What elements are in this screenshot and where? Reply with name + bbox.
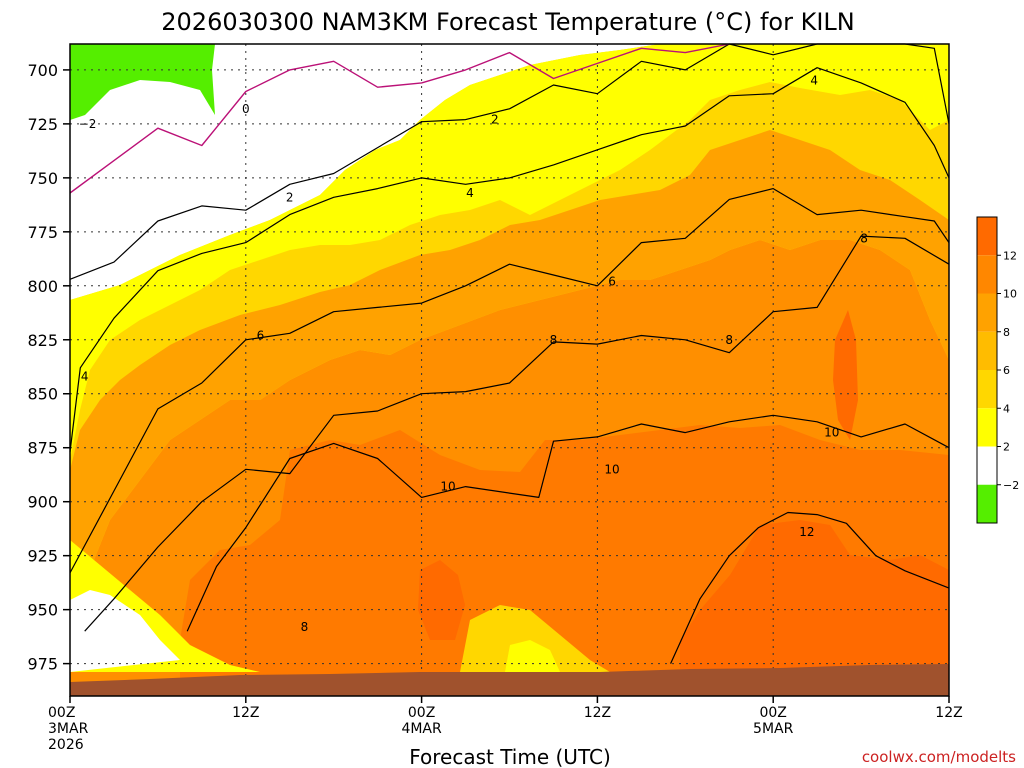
plot-frame — [69, 43, 950, 697]
contour-label: 8 — [550, 333, 558, 347]
colorbar-label: 6 — [1003, 364, 1010, 377]
contour-label: 10 — [824, 426, 839, 440]
x-tick-label: 12Z — [935, 705, 962, 721]
colorbar-swatch — [977, 293, 997, 332]
x-axis-title: Forecast Time (UTC) — [409, 745, 611, 768]
band-warm-blob-5mar — [833, 310, 858, 440]
band-lower-left-white — [70, 590, 180, 672]
colorbar-label: 10 — [1003, 288, 1017, 301]
band-green-top-left — [70, 44, 215, 120]
colorbar-swatch — [977, 370, 997, 409]
chart-title: 2026030300 NAM3KM Forecast Temperature (… — [161, 8, 854, 36]
band-low-level-cool-pocket — [460, 605, 610, 672]
band-2-to-4 — [70, 44, 949, 460]
y-tick-label: 875 — [27, 439, 58, 458]
contour-label: 4 — [810, 74, 818, 88]
colorbar-swatch — [977, 408, 997, 447]
band-above-12 — [680, 520, 949, 696]
contour-label: 10 — [604, 462, 619, 476]
colorbar-label: 4 — [1003, 402, 1010, 415]
colorbar-swatch — [977, 331, 997, 370]
band-6-to-8 — [70, 130, 949, 600]
colorbar-swatch — [977, 484, 997, 523]
contour-label: −2 — [79, 117, 97, 131]
y-tick-label: 750 — [27, 169, 58, 188]
x-tick-label: 12Z — [232, 705, 259, 721]
isotherm-10c-isotherm — [186, 414, 950, 632]
contour-label: 8 — [725, 333, 733, 347]
y-tick-label: 800 — [27, 277, 58, 296]
x-tick-label: 5MAR — [753, 721, 794, 737]
y-tick-label: 775 — [27, 223, 58, 242]
x-tick-label: 3MAR — [48, 721, 89, 737]
plot-area: −2 0 2 2 4 4 4 6 6 8 8 8 8 10 10 10 12 — [69, 43, 950, 697]
y-tick-label: 725 — [27, 115, 58, 134]
isotherm-8c-isotherm — [84, 235, 950, 632]
colorbar-label: −2 — [1003, 479, 1019, 492]
contour-label: 6 — [257, 328, 265, 342]
isotherm-4c-isotherm — [69, 67, 950, 453]
x-tick-label: 2026 — [48, 737, 84, 753]
y-tick-label: 925 — [27, 547, 58, 566]
contour-label: 2 — [286, 190, 294, 204]
contour-label: 0 — [242, 102, 250, 116]
x-tick-label: 12Z — [584, 705, 611, 721]
colorbar-swatch — [977, 255, 997, 294]
isotherm-0c-isotherm — [69, 43, 730, 194]
band-upper-white — [70, 44, 660, 300]
colorbar-label: 12 — [1003, 249, 1017, 262]
contour-label: 8 — [860, 231, 868, 245]
contour-label: 4 — [466, 186, 474, 200]
isotherm-6c-isotherm — [69, 188, 950, 574]
contour-label: 12 — [799, 525, 814, 539]
isotherm-12c-isotherm — [670, 511, 950, 664]
x-tick-label: 00Z — [48, 705, 75, 721]
isotherm-contours — [69, 43, 950, 664]
contour-label: 6 — [608, 274, 616, 288]
band-warm-blob-4mar — [418, 560, 465, 640]
contour-label: 10 — [440, 480, 455, 494]
y-axis: 700 725 750 775 800 825 850 875 900 925 950 975 — [27, 61, 70, 674]
contour-label: 2 — [491, 113, 499, 127]
x-tick-label: 00Z — [408, 705, 435, 721]
y-tick-label: 850 — [27, 385, 58, 404]
y-tick-label: 700 — [27, 61, 58, 80]
colorbar-swatch — [977, 446, 997, 485]
y-tick-label: 950 — [27, 601, 58, 620]
isotherm-labels: −2 0 2 2 4 4 4 6 6 8 8 8 8 10 10 10 12 — [79, 74, 868, 634]
colorbar-swatch — [977, 217, 997, 256]
colorbar-label: 2 — [1003, 441, 1010, 454]
contour-label: 4 — [81, 369, 89, 383]
x-tick-label: 4MAR — [401, 721, 442, 737]
colorbar-label: 8 — [1003, 326, 1010, 339]
terrain-surface — [70, 664, 949, 696]
credit-text: coolwx.com/modelts — [862, 748, 1016, 766]
y-tick-label: 900 — [27, 493, 58, 512]
colorbar: 12 10 8 6 4 2 −2 — [976, 216, 1019, 524]
y-tick-label: 975 — [27, 655, 58, 674]
contour-label: 8 — [301, 620, 309, 634]
x-tick-label: 00Z — [759, 705, 786, 721]
y-tick-label: 825 — [27, 331, 58, 350]
